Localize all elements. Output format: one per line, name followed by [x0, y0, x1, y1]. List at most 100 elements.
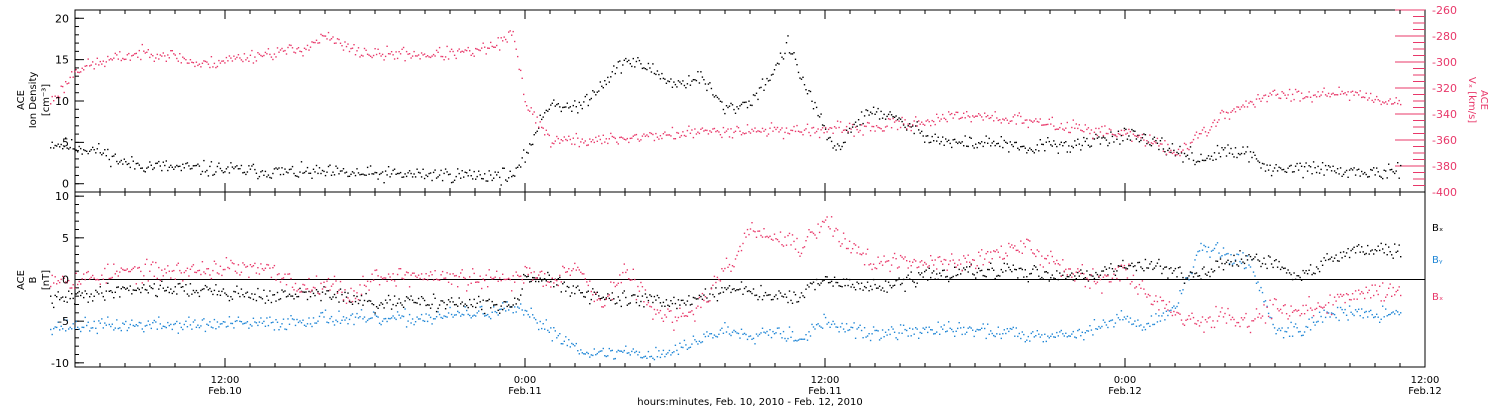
vx-point [1020, 115, 1022, 118]
by-point [736, 332, 738, 334]
vx-point [218, 59, 220, 62]
by-point [255, 322, 258, 324]
vx-point [285, 53, 288, 55]
ion-density-point [360, 173, 363, 176]
bx-point [742, 293, 744, 295]
ion-density-point [631, 65, 633, 68]
bx-point [276, 291, 279, 294]
bx-point [1009, 269, 1011, 271]
by-point [204, 330, 207, 333]
by-point [1003, 329, 1005, 331]
by-point [1195, 254, 1198, 256]
vx-point [1050, 123, 1052, 125]
by-point [476, 312, 478, 314]
vx-point [922, 123, 924, 125]
bx-point [1183, 282, 1186, 284]
ion-density-point [1101, 137, 1103, 139]
bz-point [572, 268, 574, 270]
vx-point [881, 130, 884, 132]
by-point [640, 356, 642, 359]
bz-point [653, 308, 656, 311]
ion-density-point [117, 163, 119, 165]
ion-density-point [242, 172, 244, 174]
by-point [514, 306, 516, 308]
vx-point [939, 120, 941, 122]
vx-point [1281, 91, 1283, 93]
bz-point [796, 237, 798, 240]
by-point [1023, 333, 1025, 336]
bx-point [227, 295, 229, 297]
by-point [1239, 260, 1241, 263]
by-point [1341, 308, 1343, 311]
bz-point [443, 277, 445, 279]
by-point [53, 327, 55, 330]
ion-density-point [563, 106, 565, 108]
vx-axis-line-1: ACE [1478, 90, 1489, 110]
bz-point [830, 216, 833, 218]
by-point [952, 330, 954, 333]
bx-point [782, 296, 785, 298]
ion-density-point [102, 152, 104, 154]
bz-point [161, 269, 163, 271]
bz-point [245, 266, 247, 268]
bx-point [869, 285, 872, 287]
bx-point [1327, 258, 1330, 261]
by-point [407, 320, 409, 322]
ion-density-point [1231, 153, 1234, 155]
bz-point [1039, 264, 1041, 266]
bx-point [350, 301, 352, 303]
vx-point [68, 82, 70, 84]
by-point [1364, 311, 1366, 314]
bx-point [646, 296, 648, 299]
bz-point [862, 252, 864, 254]
ion-density-point [541, 118, 543, 121]
vx-point [1027, 126, 1029, 129]
bx-point [1284, 267, 1286, 269]
vx-point [254, 56, 256, 58]
by-point [345, 317, 348, 319]
bz-point [399, 268, 402, 270]
by-point [1126, 315, 1129, 318]
by-point [628, 352, 630, 354]
vx-point [353, 44, 355, 46]
vx-point [342, 49, 345, 51]
bz-point [1117, 266, 1120, 268]
ion-density-point [243, 171, 246, 174]
by-point [1285, 331, 1288, 333]
bz-point [788, 232, 791, 235]
vx-point [1377, 99, 1379, 101]
ion-density-point [1225, 155, 1228, 157]
bz-point [1371, 284, 1373, 286]
bz-point [1165, 303, 1168, 306]
bx-point [481, 308, 483, 311]
by-point [1221, 255, 1223, 257]
vx-point [1347, 91, 1349, 93]
bx-point [833, 276, 836, 278]
bz-point [57, 280, 59, 282]
ion-density-point [419, 172, 421, 174]
ion-density-point [760, 86, 762, 89]
ion-density-point [764, 84, 767, 86]
bz-point [909, 260, 911, 263]
bx-point [934, 278, 936, 280]
bx-point [1385, 243, 1387, 246]
ion-density-point [548, 108, 550, 110]
vx-point [1162, 150, 1165, 152]
bz-point [368, 289, 370, 291]
ion-density-point [509, 170, 511, 172]
ion-density-point [787, 35, 789, 37]
by-point [889, 333, 891, 336]
bx-point [135, 289, 137, 292]
bx-point [571, 292, 573, 294]
ion-density-point [887, 113, 890, 116]
bz-point [1206, 321, 1208, 323]
vx-point [1006, 119, 1008, 121]
bx-point [92, 300, 94, 302]
by-point [671, 352, 674, 354]
by-point [635, 350, 638, 353]
by-point [84, 316, 86, 319]
bx-point [823, 279, 825, 281]
ion-density-point [670, 78, 672, 80]
bz-point [571, 270, 573, 272]
bx-point [599, 298, 601, 300]
